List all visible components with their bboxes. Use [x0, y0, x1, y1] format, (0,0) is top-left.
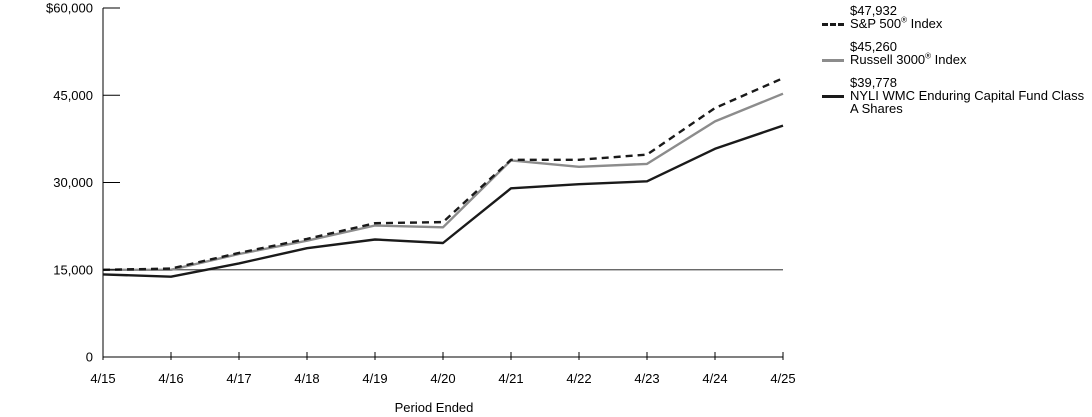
axes [102, 8, 783, 358]
x-tick-label: 4/25 [770, 371, 795, 386]
x-tick-label: 4/19 [362, 371, 387, 386]
series-line-2 [102, 124, 784, 278]
x-tick-label: 4/17 [226, 371, 251, 386]
y-tick-label: 15,000 [53, 262, 93, 277]
x-tick-label: 4/21 [498, 371, 523, 386]
series-line-0 [102, 77, 784, 271]
legend: $47,932 S&P 500® Index $45,260 Russell 3… [822, 4, 1090, 125]
x-tick-label: 4/15 [90, 371, 115, 386]
legend-value-sp500: $47,932 [850, 3, 897, 18]
x-tick-label: 4/18 [294, 371, 319, 386]
x-tick-label: 4/23 [634, 371, 659, 386]
x-tick-label: 4/24 [702, 371, 727, 386]
y-tick-label: $60,000 [46, 1, 93, 16]
y-tick-label: 45,000 [53, 88, 93, 103]
series-group [102, 77, 784, 278]
x-axis-title: Period Ended [395, 400, 474, 415]
legend-name-sp500: S&P 500® Index [850, 15, 943, 31]
x-tick-label: 4/20 [430, 371, 455, 386]
legend-item-sp500: $47,932 S&P 500® Index [822, 4, 1090, 30]
legend-swatch-dashed [822, 23, 844, 26]
y-tick-label: 0 [86, 350, 93, 365]
legend-swatch-dark [822, 95, 844, 98]
legend-item-fund: $39,778 NYLI WMC Enduring Capital Fund C… [822, 76, 1090, 115]
x-tick-label: 4/22 [566, 371, 591, 386]
legend-name-russell3000: Russell 3000® Index [850, 51, 967, 67]
legend-value-russell3000: $45,260 [850, 39, 897, 54]
ticks-group: 0 15,000 30,000 45,000 $60,000 4/15 4/16 4/17 4/… [46, 1, 796, 387]
x-tick-label: 4/16 [158, 371, 183, 386]
y-tick-label: 30,000 [53, 175, 93, 190]
legend-item-russell3000: $45,260 Russell 3000® Index [822, 40, 1090, 66]
legend-name-fund: NYLI WMC Enduring Capital Fund Class A S… [850, 88, 1085, 116]
legend-swatch-gray [822, 59, 844, 62]
legend-value-fund: $39,778 [850, 75, 897, 90]
